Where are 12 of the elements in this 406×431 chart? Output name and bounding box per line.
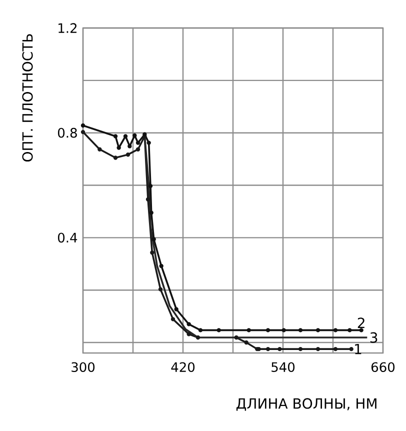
x-tick-label: 300 xyxy=(72,362,95,372)
x-tick-label: 660 xyxy=(371,362,395,372)
series-label: 2 xyxy=(358,318,364,328)
y-axis-title: ОПТ. ПЛОТНОСТЬ xyxy=(22,34,33,162)
x-axis-title: ДЛИНА ВОЛНЫ, НМ xyxy=(236,398,376,411)
y-tick-label: 1.2 xyxy=(58,23,76,33)
x-tick-label: 420 xyxy=(171,362,195,372)
y-tick-label: 0.8 xyxy=(58,128,77,138)
x-tick-label: 540 xyxy=(272,362,295,372)
series-label: 1 xyxy=(355,344,362,354)
series-label: 3 xyxy=(370,332,378,343)
y-tick-label: 0.4 xyxy=(58,232,78,243)
